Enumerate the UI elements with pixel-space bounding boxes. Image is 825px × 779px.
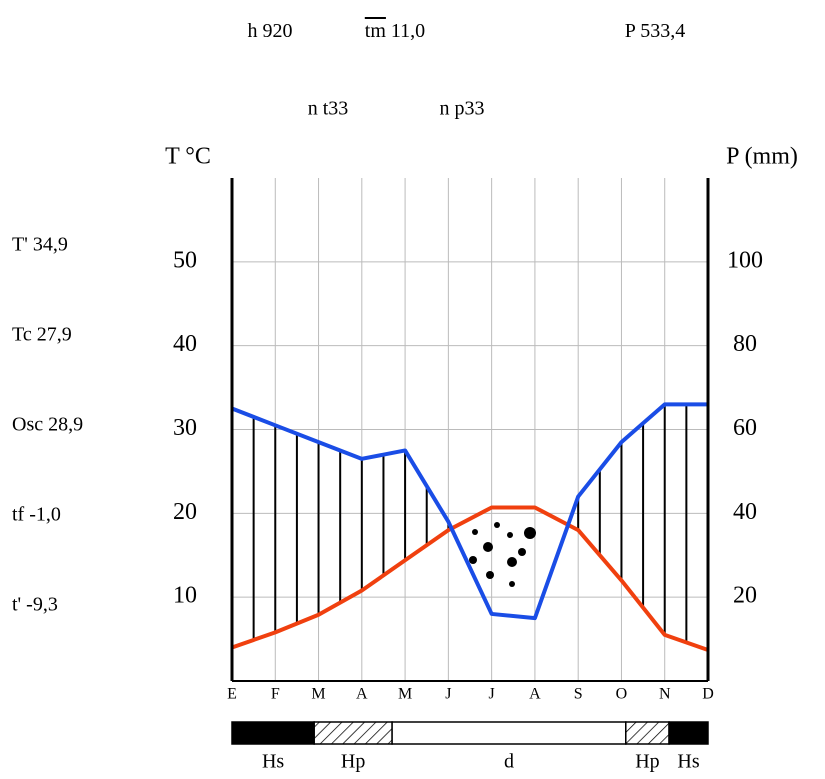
stat: Tc 27,9 <box>12 324 72 346</box>
period-label: d <box>504 751 514 773</box>
period-label: Hp <box>635 751 659 773</box>
stat-label: h <box>248 20 258 42</box>
y2-tick-label: 60 <box>733 415 757 441</box>
stat: h 920 <box>248 20 293 42</box>
y2-tick-label: 20 <box>733 583 757 609</box>
y2-tick-label: 100 <box>727 247 763 273</box>
stat: tf -1,0 <box>12 504 61 526</box>
x-tick-label: M <box>311 686 325 703</box>
stat: P 533,4 <box>625 20 685 42</box>
dry-dots <box>469 522 536 587</box>
series-line <box>231 505 709 652</box>
period-bar <box>625 721 670 745</box>
y-tick-label: 40 <box>173 331 197 357</box>
x-tick-label: A <box>529 686 541 703</box>
stat-label: P <box>625 20 636 42</box>
period-bar <box>231 721 315 745</box>
series-line <box>231 402 708 621</box>
stat-value: 533,4 <box>640 20 685 42</box>
period-bar <box>391 721 627 745</box>
y-tick-label: 10 <box>173 583 197 609</box>
stat-value: 11,0 <box>391 20 425 42</box>
stat: n t33 <box>308 98 349 120</box>
period-label: Hp <box>341 751 365 773</box>
x-tick-label: A <box>356 686 368 703</box>
y2-axis-label: P (mm) <box>726 144 798 170</box>
period-bar <box>668 721 709 745</box>
x-tick-label: O <box>616 686 628 703</box>
stat: t' -9,3 <box>12 594 58 616</box>
stat: n p33 <box>440 98 485 120</box>
x-tick-label: S <box>574 686 583 703</box>
x-tick-label: F <box>271 686 280 703</box>
x-tick-label: E <box>227 686 237 703</box>
y-axis-label: T °C <box>165 144 211 170</box>
y-tick-label: 20 <box>173 499 197 525</box>
stat: T' 34,9 <box>12 234 68 256</box>
stat-value: 920 <box>263 20 293 42</box>
x-tick-label: D <box>702 686 714 703</box>
period-bar <box>313 721 393 745</box>
x-tick-label: J <box>489 686 495 703</box>
y-tick-label: 30 <box>173 415 197 441</box>
x-tick-label: M <box>398 686 412 703</box>
y-tick-label: 50 <box>173 247 197 273</box>
stat: Osc 28,9 <box>12 414 83 436</box>
period-label: Hs <box>677 751 699 773</box>
x-tick-label: N <box>659 686 671 703</box>
y2-tick-label: 40 <box>733 499 757 525</box>
period-label: Hs <box>262 751 284 773</box>
y2-tick-label: 80 <box>733 331 757 357</box>
stat: tm 11,0 <box>365 20 425 42</box>
x-tick-label: J <box>445 686 451 703</box>
stat-label: tm <box>365 20 387 42</box>
